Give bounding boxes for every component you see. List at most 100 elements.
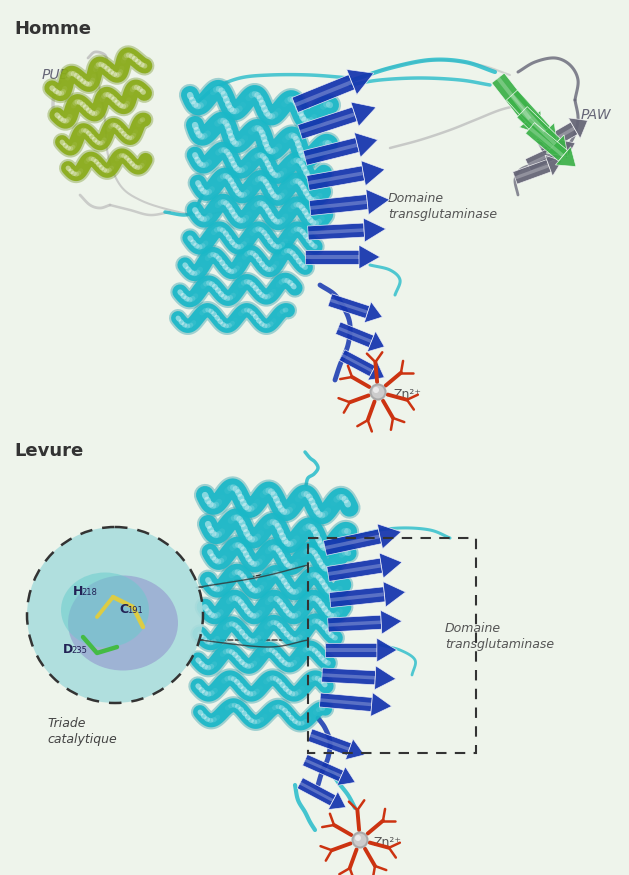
Polygon shape [377,638,397,662]
Text: Triade
catalytique: Triade catalytique [47,717,117,746]
Polygon shape [305,255,359,259]
Polygon shape [327,558,382,581]
Polygon shape [537,123,578,154]
Polygon shape [537,123,578,154]
Polygon shape [321,668,376,685]
Ellipse shape [61,572,149,648]
Polygon shape [492,74,536,123]
Polygon shape [383,582,406,607]
Polygon shape [308,223,364,240]
Polygon shape [328,620,381,626]
Polygon shape [339,350,376,376]
Text: Zn²⁺: Zn²⁺ [393,388,421,401]
Polygon shape [366,189,389,214]
Polygon shape [370,693,392,717]
Polygon shape [328,294,370,318]
Polygon shape [354,133,378,158]
Text: 218: 218 [81,588,97,597]
Polygon shape [379,553,402,578]
Polygon shape [308,729,352,755]
Text: PUB: PUB [42,68,70,82]
Polygon shape [323,529,382,556]
Polygon shape [298,107,357,139]
Polygon shape [521,110,557,145]
Polygon shape [496,77,532,120]
Text: 191: 191 [127,606,143,615]
Polygon shape [555,147,576,166]
Polygon shape [327,558,382,581]
Polygon shape [308,228,364,234]
Circle shape [352,832,367,848]
Polygon shape [335,322,374,347]
Polygon shape [347,69,374,94]
Polygon shape [364,218,386,242]
Polygon shape [513,159,551,184]
Polygon shape [364,218,386,242]
Polygon shape [297,778,336,806]
Polygon shape [303,137,359,165]
Polygon shape [347,69,374,94]
Polygon shape [303,754,343,781]
Circle shape [373,387,379,393]
Polygon shape [298,107,357,139]
Polygon shape [359,245,380,269]
Polygon shape [519,110,542,135]
Polygon shape [307,166,365,191]
Text: Zn²⁺: Zn²⁺ [374,836,402,849]
Polygon shape [339,350,376,376]
Polygon shape [309,194,368,215]
Polygon shape [375,666,396,690]
Polygon shape [337,326,372,343]
Polygon shape [307,166,365,191]
Polygon shape [325,648,377,652]
Polygon shape [299,781,334,802]
Polygon shape [320,693,372,711]
Polygon shape [545,155,562,176]
Polygon shape [527,148,562,166]
Polygon shape [555,147,576,166]
Polygon shape [310,200,367,210]
Polygon shape [303,754,343,781]
Polygon shape [525,144,565,171]
Polygon shape [364,302,382,323]
Polygon shape [377,524,401,549]
Circle shape [355,835,361,841]
Polygon shape [367,332,384,352]
Polygon shape [367,332,384,352]
Text: D: D [63,643,73,656]
Text: C: C [119,603,128,616]
Polygon shape [368,362,384,381]
Polygon shape [368,362,384,381]
Polygon shape [345,738,364,760]
Polygon shape [292,74,355,112]
Polygon shape [547,135,568,157]
Polygon shape [569,118,587,138]
Text: PAW: PAW [581,108,611,122]
Polygon shape [539,127,575,150]
Polygon shape [383,582,406,607]
Polygon shape [381,611,402,634]
Text: H: H [73,585,84,598]
Polygon shape [321,668,376,685]
Polygon shape [325,643,377,657]
Polygon shape [329,587,385,607]
Polygon shape [337,766,355,786]
Polygon shape [342,354,373,373]
Polygon shape [370,693,392,717]
Polygon shape [545,155,562,176]
Polygon shape [329,587,385,607]
Polygon shape [361,161,385,186]
Polygon shape [375,666,396,690]
Polygon shape [304,144,358,160]
Polygon shape [325,643,377,657]
Polygon shape [328,294,370,318]
Polygon shape [525,144,565,171]
Polygon shape [292,74,355,112]
Polygon shape [506,90,550,136]
Polygon shape [366,189,389,214]
Polygon shape [297,778,336,806]
Polygon shape [330,592,384,602]
Text: Domaine
transglutaminase: Domaine transglutaminase [388,192,497,221]
Polygon shape [299,112,355,134]
Polygon shape [309,194,368,215]
